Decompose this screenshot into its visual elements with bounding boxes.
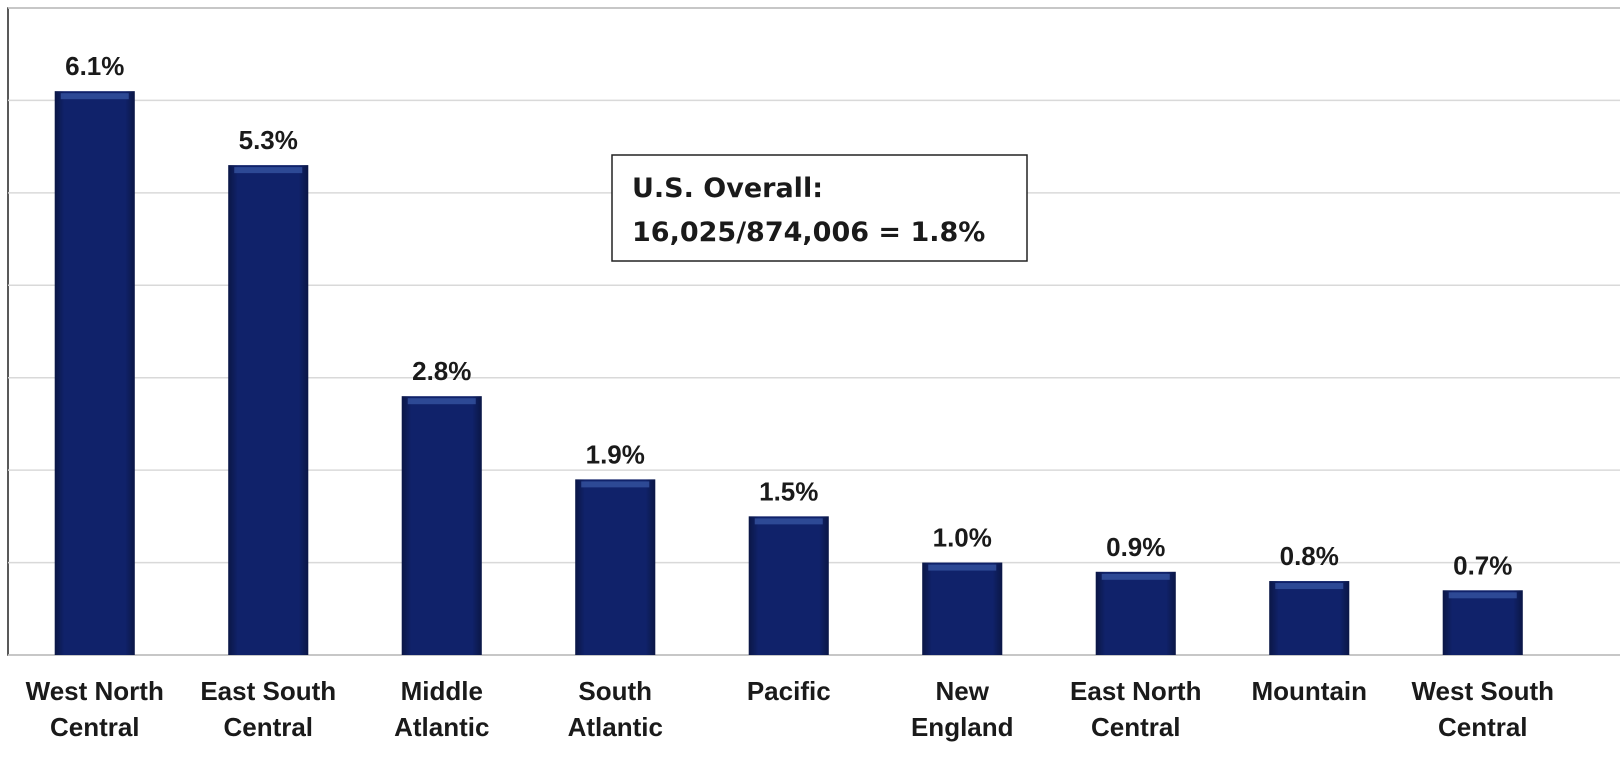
value-label: 1.5% (759, 476, 818, 506)
x-tick-label: South (578, 676, 652, 706)
annotation: 16,025/874,006 = 1.8% (632, 217, 985, 248)
bar-highlight (581, 481, 650, 488)
value-label: 0.7% (1453, 550, 1512, 580)
bar-bevel (1442, 590, 1523, 655)
bar-highlight (234, 167, 303, 174)
bar-bevel (575, 479, 656, 655)
x-tick-label: Mountain (1251, 676, 1367, 706)
x-tick-label: Pacific (747, 676, 831, 706)
annotation-box (611, 154, 1028, 262)
x-tick-label: Central (223, 712, 313, 742)
value-label: 0.8% (1280, 541, 1339, 571)
value-label: 2.8% (412, 356, 471, 386)
bar-bevel (1269, 581, 1350, 655)
bar-bevel (401, 396, 482, 655)
bar-highlight (1275, 583, 1344, 590)
x-tick-label: Central (1438, 712, 1528, 742)
annotation: U.S. Overall: (632, 173, 823, 204)
value-label: 1.9% (586, 439, 645, 469)
x-tick-label: Central (1091, 712, 1181, 742)
x-tick-label: Atlantic (568, 712, 663, 742)
value-label: 6.1% (65, 51, 124, 81)
x-tick-label: England (911, 712, 1014, 742)
bar-bevel (228, 165, 309, 655)
x-tick-label: East South (200, 676, 336, 706)
bar-highlight (60, 93, 129, 100)
bar-bevel (54, 91, 135, 655)
value-label: 1.0% (933, 523, 992, 553)
bar-highlight (928, 564, 997, 571)
x-tick-label: Middle (401, 676, 483, 706)
bar-highlight (754, 518, 823, 525)
x-tick-label: Atlantic (394, 712, 489, 742)
x-tick-label: New (936, 676, 990, 706)
bar-bevel (748, 516, 829, 655)
x-tick-label: East North (1070, 676, 1201, 706)
x-tick-label: West South (1411, 676, 1554, 706)
value-label: 5.3% (239, 125, 298, 155)
bar-bevel (1095, 571, 1176, 655)
value-label: 0.9% (1106, 532, 1165, 562)
bar-highlight (1101, 573, 1170, 580)
bar-highlight (407, 398, 476, 405)
x-tick-label: West North (26, 676, 164, 706)
bar-bevel (922, 562, 1003, 655)
x-tick-label: Central (50, 712, 140, 742)
bar-highlight (1448, 592, 1517, 599)
